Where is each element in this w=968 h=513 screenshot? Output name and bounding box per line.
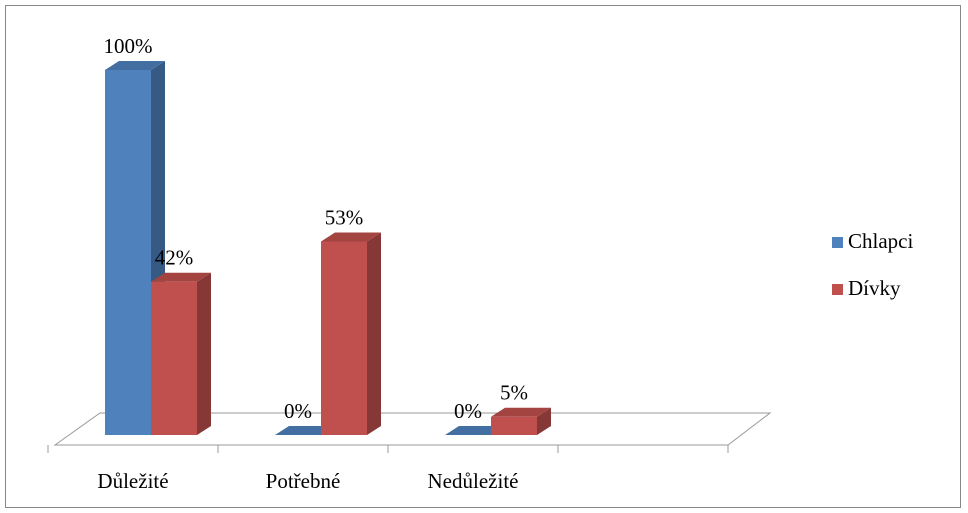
x-tick-label: Potřebné bbox=[266, 469, 341, 493]
bar bbox=[275, 426, 335, 435]
data-label: 42% bbox=[155, 246, 194, 270]
bar bbox=[491, 407, 551, 435]
bar-front bbox=[321, 241, 367, 435]
bar-side bbox=[197, 272, 211, 435]
bar-front bbox=[105, 70, 151, 435]
x-tick-label: Důležité bbox=[97, 469, 168, 493]
bar-front bbox=[151, 281, 197, 435]
bar-top bbox=[275, 426, 335, 435]
x-tick-label: Nedůležité bbox=[428, 469, 519, 493]
bar-top bbox=[445, 426, 505, 435]
legend-label: Chlapci bbox=[848, 229, 913, 253]
bar-top bbox=[151, 272, 211, 282]
data-label: 0% bbox=[284, 399, 312, 423]
bar-front bbox=[491, 416, 537, 435]
bar-top bbox=[321, 232, 381, 242]
bar-side bbox=[537, 407, 551, 435]
bar-side bbox=[367, 232, 381, 435]
data-label: 5% bbox=[500, 381, 528, 405]
legend-swatch bbox=[832, 284, 843, 295]
floor bbox=[53, 412, 772, 446]
bar bbox=[151, 272, 211, 435]
bar-top bbox=[105, 61, 165, 70]
data-label: 100% bbox=[104, 34, 153, 58]
legend-swatch bbox=[832, 237, 843, 248]
bar-top bbox=[491, 407, 551, 417]
bar bbox=[445, 426, 505, 435]
data-label: 53% bbox=[325, 205, 364, 229]
data-label: 0% bbox=[454, 399, 482, 423]
bar bbox=[321, 232, 381, 435]
legend-label: Dívky bbox=[848, 276, 901, 300]
